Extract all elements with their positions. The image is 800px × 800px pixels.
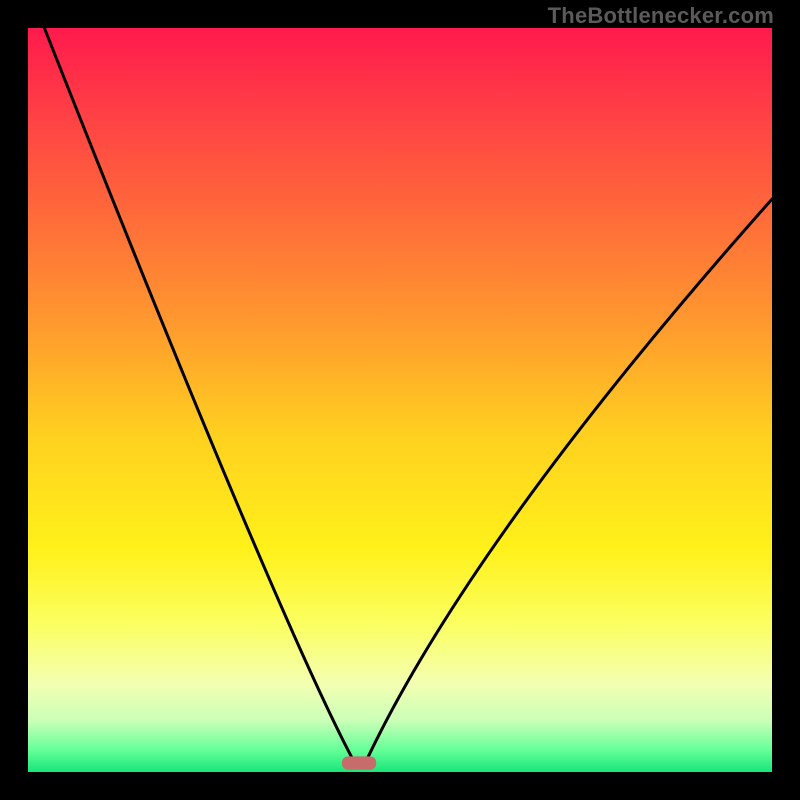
watermark-text: TheBottlenecker.com [548, 3, 774, 29]
bottleneck-curve [44, 28, 772, 759]
plot-area [28, 28, 772, 772]
vertex-marker [342, 756, 376, 769]
curve-layer [28, 28, 772, 772]
chart-stage: TheBottlenecker.com [0, 0, 800, 800]
